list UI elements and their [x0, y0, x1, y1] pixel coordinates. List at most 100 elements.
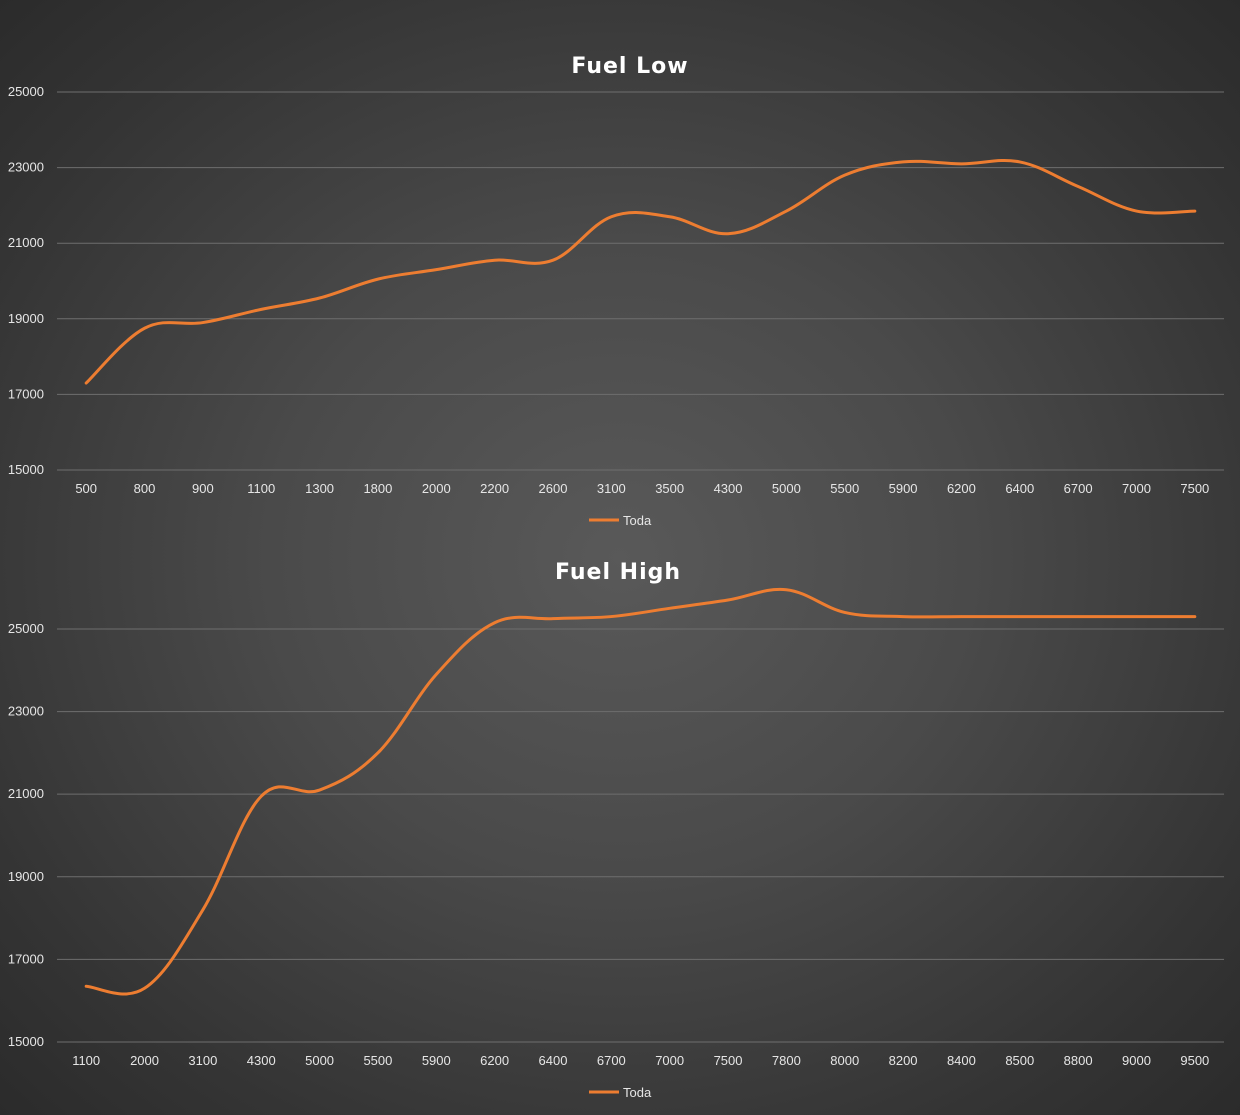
- x-tick-label: 2000: [130, 1053, 159, 1068]
- y-tick-label: 23000: [8, 160, 44, 175]
- data-point: [493, 621, 496, 624]
- x-tick-label: 2200: [480, 481, 509, 496]
- x-tick-label: 8400: [947, 1053, 976, 1068]
- data-point: [1018, 615, 1021, 618]
- data-point: [1018, 160, 1021, 164]
- x-tick-label: 6400: [539, 1053, 568, 1068]
- data-point: [785, 588, 788, 591]
- fuel-low-chart-svg: Fuel Low 150001700019000210002300025000 …: [8, 54, 1224, 528]
- data-point: [318, 296, 321, 300]
- y-tick-label: 19000: [8, 311, 44, 326]
- x-tick-label: 800: [134, 481, 156, 496]
- data-point: [1135, 615, 1138, 618]
- y-tick-label: 21000: [8, 235, 44, 250]
- x-tick-label: 500: [75, 481, 97, 496]
- y-tick-label: 17000: [8, 386, 44, 401]
- data-point: [1193, 209, 1197, 213]
- chart-title: Fuel Low: [571, 54, 688, 79]
- data-point: [260, 795, 263, 798]
- x-tick-label: 6200: [947, 481, 976, 496]
- data-point: [610, 615, 613, 618]
- x-tick-label: 1300: [305, 481, 334, 496]
- data-point: [551, 259, 555, 262]
- fuel-high-chart-svg: Fuel High 15000 17000 19000 21000 23000 25000…: [8, 560, 1224, 1100]
- x-tick-label: 6700: [1064, 481, 1093, 496]
- data-point: [901, 160, 905, 164]
- x-tick-label: 7000: [655, 1053, 684, 1068]
- data-point: [201, 321, 205, 324]
- data-point: [960, 162, 963, 166]
- data-point: [201, 908, 205, 912]
- data-point: [1135, 209, 1138, 213]
- x-tick-label: 2600: [539, 481, 568, 496]
- x-tick-label: 5000: [305, 1053, 334, 1068]
- y-tick-label: 21000: [8, 786, 44, 801]
- series-line-toda: [84, 159, 1197, 385]
- y-tick-label: 23000: [8, 704, 44, 719]
- data-point: [1193, 615, 1197, 618]
- x-tick-label: 3100: [597, 481, 626, 496]
- data-point: [493, 259, 496, 262]
- data-point: [551, 617, 555, 620]
- x-tick-label: 7800: [772, 1053, 801, 1068]
- data-point: [318, 788, 321, 792]
- x-tick-label: 7500: [714, 1053, 743, 1068]
- x-tick-label: 6400: [1005, 481, 1034, 496]
- x-tick-label: 4300: [714, 481, 743, 496]
- y-tick-label: 25000: [8, 84, 44, 99]
- chart-title: Fuel High: [555, 560, 681, 585]
- x-tick-label: 7000: [1122, 481, 1151, 496]
- x-tick-label: 900: [192, 481, 214, 496]
- data-point: [843, 173, 846, 177]
- x-tick-label: 1100: [247, 481, 275, 496]
- data-point: [84, 381, 88, 385]
- data-point: [1076, 615, 1080, 618]
- x-tick-label: 3500: [655, 481, 684, 496]
- data-point: [668, 215, 671, 218]
- data-point: [376, 277, 380, 281]
- x-tick-label: 9000: [1122, 1053, 1151, 1068]
- data-point: [1076, 185, 1080, 188]
- x-tick-label: 8500: [1005, 1053, 1034, 1068]
- y-tick-label: 25000: [8, 621, 44, 636]
- y-tick-label: 15000: [8, 1034, 44, 1049]
- fuel-low-chart: Fuel Low 15000 17000 19000 21000 23000 25000 …: [0, 0, 1240, 540]
- chart-legend: Toda: [589, 513, 652, 528]
- data-point: [843, 611, 846, 614]
- series-line-toda: [84, 587, 1197, 996]
- data-point: [785, 209, 788, 213]
- x-tick-label: 5500: [363, 1053, 392, 1068]
- y-tick-label: 15000: [8, 462, 44, 477]
- x-tick-label: 8800: [1064, 1053, 1093, 1068]
- data-point: [435, 268, 438, 271]
- x-tick-label: 5000: [772, 481, 801, 496]
- y-tick-label: 17000: [8, 951, 44, 966]
- x-tick-label: 8200: [889, 1053, 918, 1068]
- data-point: [726, 232, 730, 235]
- x-tick-label: 3100: [188, 1053, 217, 1068]
- data-point: [260, 308, 263, 311]
- data-point: [143, 327, 146, 330]
- x-tick-label: 6200: [480, 1053, 509, 1068]
- y-tick-label: 19000: [8, 869, 44, 884]
- x-tick-label: 9500: [1180, 1053, 1209, 1068]
- data-point: [901, 615, 905, 618]
- data-point: [668, 607, 671, 610]
- x-tick-label: 5500: [830, 481, 859, 496]
- data-point: [960, 615, 963, 618]
- x-tick-label: 8000: [830, 1053, 859, 1068]
- x-tick-label: 2000: [422, 481, 451, 496]
- fuel-high-chart: Fuel High 15000 17000 19000 21000 23000 25000…: [0, 540, 1240, 1115]
- data-point: [726, 598, 730, 602]
- data-point: [143, 987, 146, 990]
- x-tick-label: 1800: [363, 481, 392, 496]
- chart-legend: Toda: [589, 1085, 652, 1100]
- x-tick-label: 6700: [597, 1053, 626, 1068]
- x-tick-label: 1100: [72, 1053, 100, 1068]
- data-point: [376, 751, 380, 755]
- x-tick-label: 5900: [889, 481, 918, 496]
- data-point: [435, 673, 438, 676]
- data-point: [610, 215, 613, 218]
- legend-label: Toda: [623, 513, 652, 528]
- x-tick-label: 4300: [247, 1053, 276, 1068]
